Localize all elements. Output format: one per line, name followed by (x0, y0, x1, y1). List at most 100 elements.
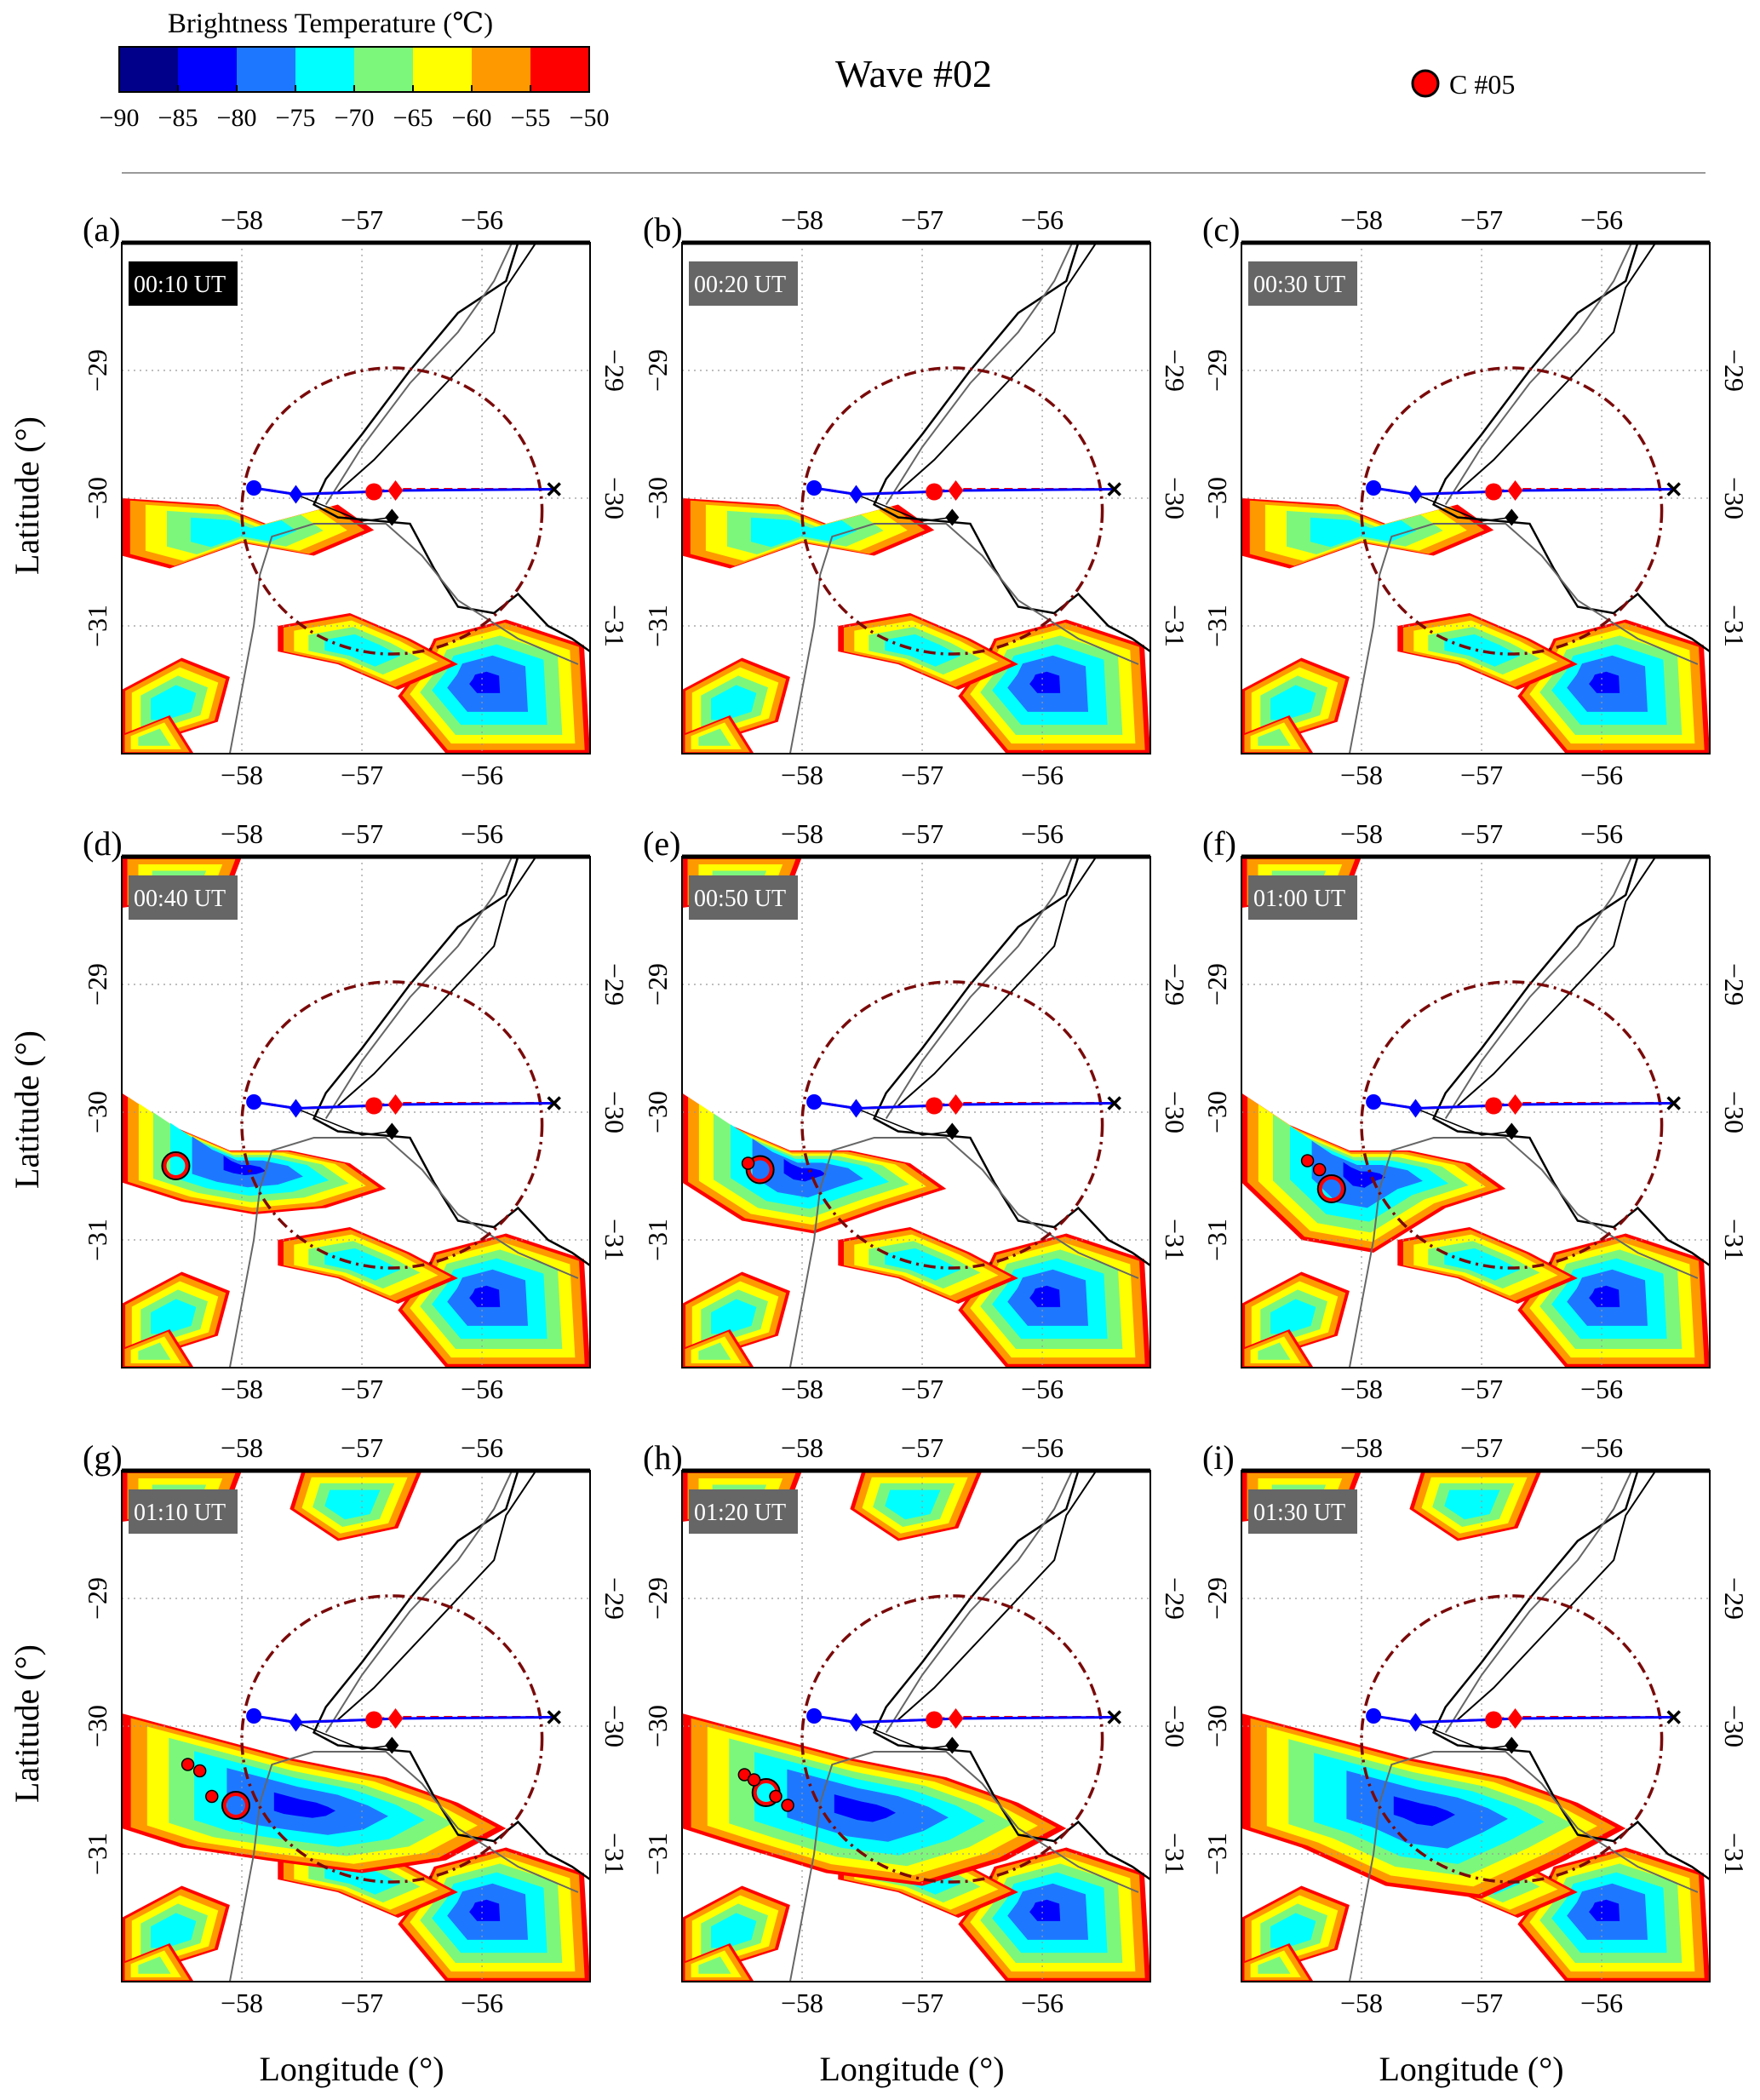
site-marker-blue-diamond (289, 485, 303, 504)
lat-tick-left: −31 (642, 605, 673, 647)
lat-tick-left: −30 (1201, 1091, 1232, 1133)
lat-tick-right: −30 (599, 477, 630, 519)
site-marker-blue-diamond (849, 1099, 863, 1118)
site-marker-black-diamond (385, 1122, 399, 1140)
range-circle (240, 1594, 544, 1884)
lat-tick-left: −31 (642, 1833, 673, 1875)
coastline (337, 1471, 537, 1721)
colorbar-tick-label: −65 (393, 104, 433, 132)
site-marker-black-diamond (1505, 1122, 1519, 1140)
lon-tick-bottom: −56 (461, 760, 503, 790)
time-label: 01:10 UT (134, 1500, 226, 1526)
site-marker-red-diamond (948, 1094, 964, 1115)
time-label: 00:40 UT (134, 886, 226, 912)
coastline (897, 857, 1098, 1107)
cross-marker (547, 482, 561, 496)
panel-letter: (a) (83, 210, 120, 249)
lat-tick-right: −30 (599, 1705, 630, 1747)
time-label: 01:30 UT (1253, 1500, 1345, 1526)
cloud-layer (1270, 1299, 1316, 1334)
brightness-temperature-field (1241, 1471, 1710, 1982)
border-line (1444, 243, 1633, 506)
cross-marker (1107, 1710, 1121, 1724)
lat-tick-right: −30 (1719, 477, 1750, 519)
lon-tick-top: −57 (341, 204, 383, 235)
cell-marker (1300, 1154, 1315, 1168)
site-marker-black-diamond (945, 508, 960, 526)
cloud-layer (1258, 1956, 1291, 1974)
range-circle (800, 366, 1104, 656)
track-black (1415, 1721, 1512, 1750)
lat-tick-left: −29 (642, 963, 673, 1006)
lon-tick-top: −56 (1021, 204, 1063, 235)
lon-tick-bottom: −57 (341, 1374, 383, 1404)
cell-marker (741, 1156, 755, 1170)
lon-tick-bottom: −56 (1021, 760, 1063, 790)
colorbar-title: Brightness Temperature (℃) (168, 9, 493, 39)
cloud-layer (223, 1156, 267, 1175)
site-marker-blue-diamond (849, 485, 863, 504)
panel-letter: (f) (1202, 824, 1236, 863)
cross-marker (1666, 1710, 1681, 1724)
range-circle (240, 980, 544, 1270)
map-area (122, 1471, 590, 1982)
lon-tick-top: −57 (341, 1432, 383, 1463)
coastline (1431, 857, 1710, 1267)
range-circle (1360, 980, 1664, 1270)
cross-marker (1107, 482, 1121, 496)
lon-tick-bottom: −58 (221, 760, 263, 790)
colorbar-tick-label: −90 (100, 104, 140, 132)
lon-tick-top: −58 (1340, 204, 1383, 235)
site-marker-blue (806, 480, 823, 496)
cloud-layer (698, 1342, 731, 1360)
lat-tick-left: −31 (82, 1833, 112, 1875)
lon-tick-top: −57 (901, 204, 943, 235)
colorbar-tick-label: −80 (217, 104, 257, 132)
coastline (1431, 243, 1710, 653)
lon-tick-top: −56 (1021, 818, 1063, 849)
cell-marker-outline (1316, 1174, 1346, 1203)
grid-lines (682, 857, 1150, 1368)
cloud-layer (885, 634, 961, 667)
lon-tick-bottom: −56 (1580, 760, 1623, 790)
lat-tick-left: −30 (642, 1705, 673, 1747)
cloud-layer (885, 1489, 941, 1520)
site-marker-red (365, 1097, 383, 1115)
cross-marker (1107, 1096, 1121, 1110)
figure-title: Wave #02 (835, 52, 992, 95)
site-marker-blue (806, 1094, 823, 1110)
cloud-layer (834, 1794, 896, 1822)
lat-tick-right: −30 (1160, 1705, 1190, 1747)
lat-tick-right: −31 (599, 1833, 630, 1875)
ylabel-row1: Latitude (°) (8, 416, 46, 575)
cloud-layer (1270, 685, 1316, 720)
site-marker-blue (246, 1708, 262, 1724)
cloud-layer (1258, 728, 1291, 746)
x-axis-labels: Longitude (°) Longitude (°) Longitude (°… (259, 2050, 1563, 2088)
site-marker-blue-diamond (1408, 1099, 1423, 1118)
lat-tick-right: −29 (1719, 1577, 1750, 1620)
site-marker-red (926, 483, 943, 501)
cloud-layer (1589, 1899, 1620, 1921)
cloud-layer (469, 1899, 501, 1921)
xlabel-col1: Longitude (°) (259, 2050, 444, 2088)
lat-tick-left: −31 (1201, 1833, 1232, 1875)
time-label: 01:20 UT (694, 1500, 786, 1526)
cloud-layer (1444, 1248, 1521, 1281)
lon-tick-bottom: −58 (1340, 760, 1383, 790)
lat-tick-left: −31 (1201, 605, 1232, 647)
site-marker-red-diamond (387, 1094, 404, 1115)
cloud-layer (1270, 1913, 1316, 1948)
cross-marker (1666, 482, 1681, 496)
lat-tick-right: −29 (599, 1577, 630, 1620)
site-marker-red-diamond (1507, 1708, 1523, 1729)
time-label-box (689, 1489, 798, 1534)
lat-tick-left: −29 (82, 963, 112, 1006)
time-label: 00:50 UT (694, 886, 786, 912)
cross-marker (547, 1710, 561, 1724)
panel-letter: (h) (643, 1438, 683, 1477)
site-marker-red (926, 1097, 943, 1115)
lat-tick-left: −30 (1201, 477, 1232, 519)
border-line (1348, 1137, 1699, 1368)
